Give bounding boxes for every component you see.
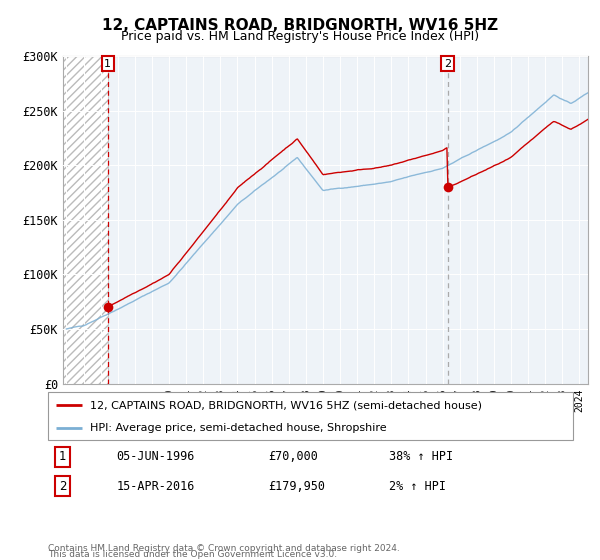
- Bar: [63, 56, 108, 384]
- Text: This data is licensed under the Open Government Licence v3.0.: This data is licensed under the Open Gov…: [48, 550, 337, 559]
- Text: £179,950: £179,950: [269, 479, 325, 493]
- Text: Price paid vs. HM Land Registry's House Price Index (HPI): Price paid vs. HM Land Registry's House …: [121, 30, 479, 43]
- Text: Contains HM Land Registry data © Crown copyright and database right 2024.: Contains HM Land Registry data © Crown c…: [48, 544, 400, 553]
- Text: 1: 1: [59, 450, 67, 464]
- Text: 2% ↑ HPI: 2% ↑ HPI: [389, 479, 446, 493]
- Text: 2: 2: [444, 59, 451, 69]
- Text: 05-JUN-1996: 05-JUN-1996: [116, 450, 194, 464]
- Bar: [63, 56, 108, 384]
- Text: 15-APR-2016: 15-APR-2016: [116, 479, 194, 493]
- Text: 12, CAPTAINS ROAD, BRIDGNORTH, WV16 5HZ (semi-detached house): 12, CAPTAINS ROAD, BRIDGNORTH, WV16 5HZ …: [90, 400, 482, 410]
- Text: 12, CAPTAINS ROAD, BRIDGNORTH, WV16 5HZ: 12, CAPTAINS ROAD, BRIDGNORTH, WV16 5HZ: [102, 18, 498, 34]
- Text: 38% ↑ HPI: 38% ↑ HPI: [389, 450, 454, 464]
- FancyBboxPatch shape: [48, 392, 573, 440]
- Text: £70,000: £70,000: [269, 450, 319, 464]
- Text: HPI: Average price, semi-detached house, Shropshire: HPI: Average price, semi-detached house,…: [90, 423, 386, 433]
- Text: 1: 1: [104, 59, 112, 69]
- Text: 2: 2: [59, 479, 67, 493]
